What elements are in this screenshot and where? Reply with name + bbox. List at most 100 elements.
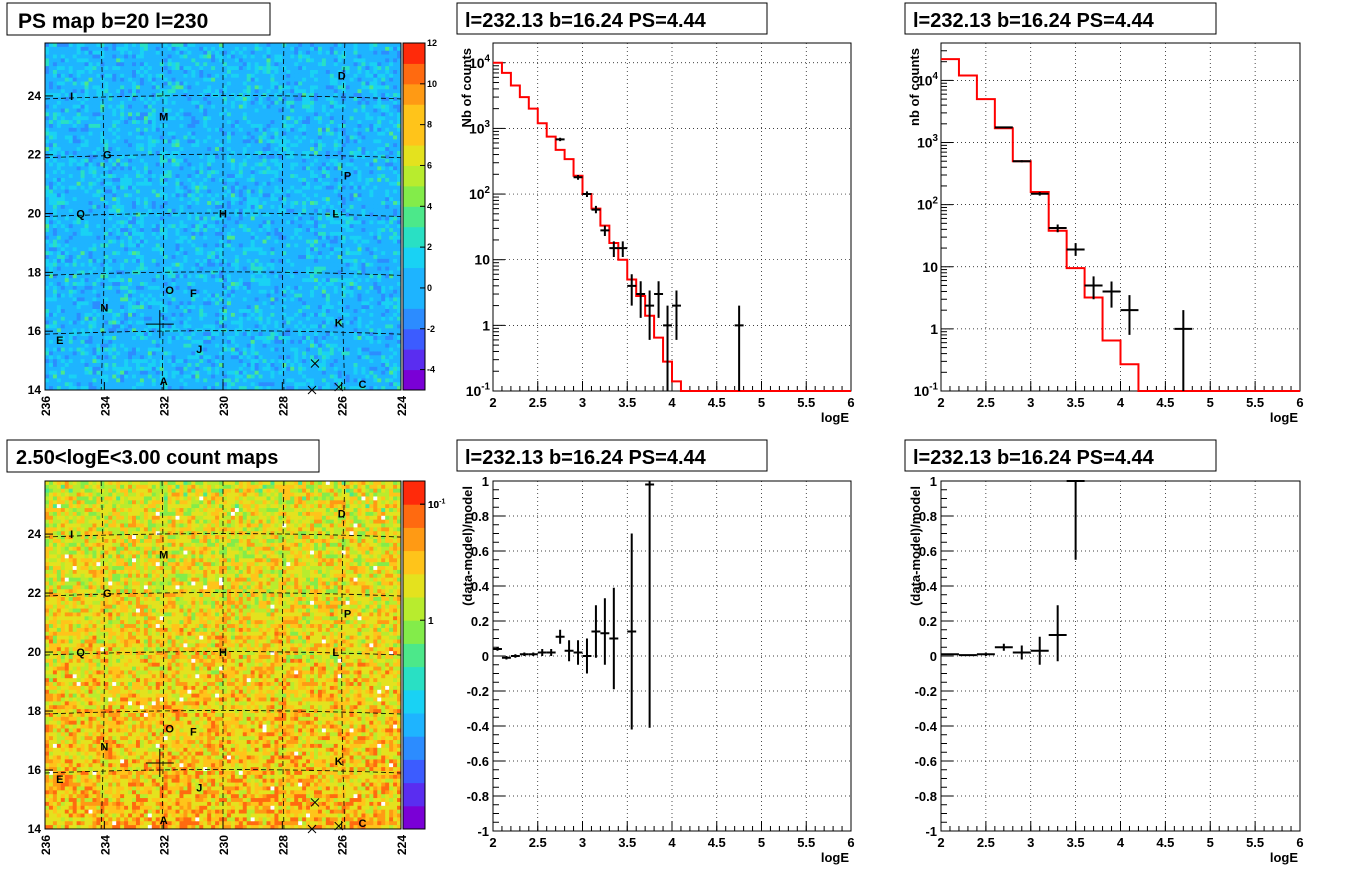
heatmap-cell — [329, 43, 335, 48]
heatmap-cell — [219, 224, 224, 229]
heatmap-cell — [349, 135, 354, 140]
heatmap-cell — [163, 116, 169, 121]
heatmap-cell — [226, 201, 232, 206]
heatmap-cell — [250, 43, 256, 48]
heatmap-cell — [80, 239, 85, 244]
heatmap-cell — [230, 154, 236, 160]
heatmap-cell — [48, 108, 54, 113]
heatmap-cell — [389, 46, 394, 52]
heatmap-cell — [377, 93, 382, 98]
heatmap-cell — [207, 127, 212, 133]
heatmap-cell — [163, 243, 169, 248]
heatmap-cell — [349, 181, 354, 187]
heatmap-cell — [325, 50, 331, 55]
heatmap-cell — [135, 201, 141, 206]
heatmap-cell — [393, 243, 398, 248]
heatmap-cell — [147, 235, 153, 241]
heatmap-cell — [211, 208, 216, 214]
heatmap-cell — [230, 116, 236, 121]
heatmap-cell — [163, 135, 169, 140]
heatmap-cell — [230, 189, 236, 194]
heatmap-cell — [282, 120, 287, 125]
heatmap-cell — [155, 81, 161, 86]
heatmap-cell — [64, 93, 70, 98]
heatmap-cell — [120, 235, 125, 241]
heatmap-cell — [207, 251, 212, 256]
heatmap-cell — [72, 224, 78, 229]
heatmap-cell — [155, 228, 161, 233]
heatmap-cell — [139, 66, 145, 71]
heatmap-cell — [84, 73, 89, 79]
heatmap-cell — [278, 85, 283, 90]
heatmap-cell — [203, 77, 208, 82]
heatmap-cell — [195, 96, 200, 102]
heatmap-cell — [345, 81, 350, 86]
heatmap-cell — [353, 81, 358, 86]
heatmap-cell — [298, 81, 303, 86]
heatmap-cell — [163, 228, 169, 233]
heatmap-cell — [313, 112, 319, 117]
heatmap-cell — [219, 235, 224, 241]
heatmap-cell — [195, 220, 200, 225]
heatmap-cell — [187, 81, 192, 86]
heatmap-cell — [329, 50, 335, 55]
heatmap-cell — [163, 177, 169, 183]
heatmap-cell — [191, 66, 196, 71]
heatmap-cell — [88, 143, 93, 148]
heatmap-cell — [258, 170, 263, 175]
heatmap-cell — [321, 204, 327, 210]
heatmap-cell — [238, 197, 244, 202]
heatmap-cell — [116, 73, 121, 79]
heatmap-cell — [128, 247, 133, 252]
heatmap-cell — [238, 135, 244, 140]
heatmap-cell — [345, 50, 350, 55]
heatmap-cell — [329, 77, 335, 82]
heatmap-cell — [195, 85, 200, 90]
heatmap-cell — [64, 85, 70, 90]
heatmap-cell — [397, 58, 402, 63]
heatmap-cell — [203, 201, 208, 206]
heatmap-cell — [155, 201, 161, 206]
heatmap-cell — [321, 177, 327, 183]
heatmap-cell — [84, 85, 89, 90]
heatmap-cell — [302, 220, 307, 225]
heatmap-cell — [207, 66, 212, 71]
heatmap-cell — [104, 135, 109, 140]
heatmap-cell — [270, 131, 275, 136]
heatmap-cell — [132, 189, 137, 194]
heatmap-cell — [195, 89, 200, 94]
heatmap-cell — [68, 143, 74, 148]
heatmap-cell — [215, 181, 220, 187]
heatmap-cell — [298, 120, 303, 125]
heatmap-cell — [337, 123, 343, 129]
heatmap-cell — [345, 104, 350, 109]
heatmap-cell — [203, 204, 208, 210]
heatmap-cell — [60, 77, 66, 82]
heatmap-cell — [341, 166, 347, 171]
heatmap-cell — [353, 62, 358, 67]
heatmap-cell — [175, 120, 180, 125]
heatmap-cell — [246, 166, 252, 171]
heatmap-cell — [96, 93, 101, 98]
heatmap-cell — [369, 77, 374, 82]
heatmap-cell — [80, 62, 85, 67]
heatmap-cell — [100, 58, 105, 63]
heatmap-cell — [313, 197, 319, 202]
heatmap-cell — [306, 85, 311, 90]
heatmap-cell — [104, 162, 109, 167]
heatmap-cell — [199, 139, 204, 144]
heatmap-cell — [159, 96, 165, 102]
heatmap-cell — [45, 135, 50, 140]
heatmap-cell — [124, 127, 129, 133]
heatmap-cell — [215, 46, 220, 52]
heatmap-cell — [393, 89, 398, 94]
heatmap-cell — [313, 89, 319, 94]
heatmap-cell — [365, 197, 370, 202]
heatmap-cell — [128, 116, 133, 121]
heatmap-cell — [219, 112, 224, 117]
heatmap-cell — [254, 73, 259, 79]
heatmap-cell — [389, 239, 394, 244]
heatmap-cell — [68, 251, 74, 256]
heatmap-cell — [116, 120, 121, 125]
heatmap-cell — [96, 131, 101, 136]
